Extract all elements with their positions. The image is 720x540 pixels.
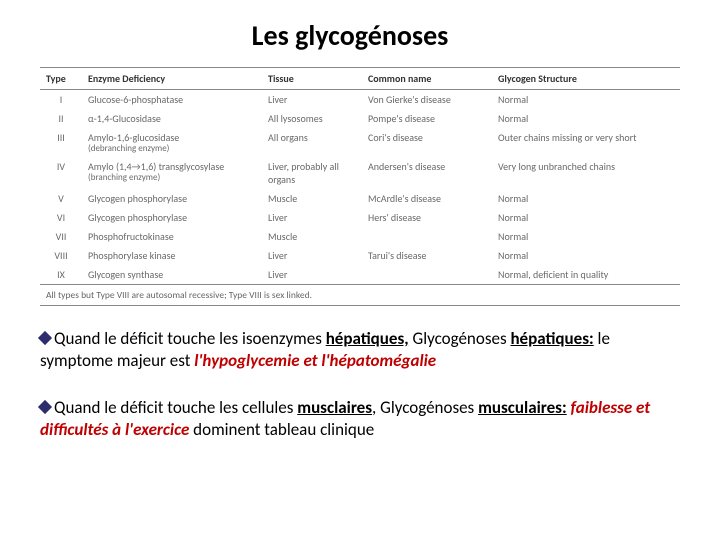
table-row: VGlycogen phosphorylaseMuscleMcArdle's d… xyxy=(40,189,680,208)
cell-type: III xyxy=(40,128,82,157)
col-glyc: Glycogen Structure xyxy=(492,68,680,90)
cell-tissue: Liver xyxy=(262,246,362,265)
cell-common: Hers' disease xyxy=(362,208,492,227)
cell-common: McArdle's disease xyxy=(362,189,492,208)
col-tissue: Tissue xyxy=(262,68,362,90)
cell-type: VI xyxy=(40,208,82,227)
cell-glycogen: Normal xyxy=(492,189,680,208)
cell-tissue: Muscle xyxy=(262,227,362,246)
cell-enzyme: Amylo-1,6-glucosidase(debranching enzyme… xyxy=(82,128,262,157)
diamond-icon xyxy=(38,331,52,345)
b2-kw1: musclaires xyxy=(297,397,372,418)
cell-tissue: Muscle xyxy=(262,189,362,208)
b2-post2: dominent tableau clinique xyxy=(189,419,374,440)
cell-enzyme: Glycogen phosphorylase xyxy=(82,208,262,227)
cell-enzyme: Glycogen synthase xyxy=(82,265,262,285)
cell-enzyme: Glucose-6-phosphatase xyxy=(82,90,262,110)
cell-glycogen: Normal xyxy=(492,246,680,265)
cell-common: Andersen's disease xyxy=(362,157,492,189)
cell-enzyme: Phosphofructokinase xyxy=(82,227,262,246)
cell-type: I xyxy=(40,90,82,110)
b2-mid: , Glycogénoses xyxy=(372,397,478,418)
cell-common: Pompe's disease xyxy=(362,109,492,128)
glycogenoses-table-wrap: Type Enzyme Deficiency Tissue Common nam… xyxy=(40,67,680,306)
b1-accent: l'hypoglycemie et l'hépatomégalie xyxy=(194,350,436,371)
cell-type: VIII xyxy=(40,246,82,265)
b1-pre: Quand le déficit touche les isoenzymes xyxy=(54,328,326,349)
cell-tissue: Liver xyxy=(262,265,362,285)
table-row: IXGlycogen synthaseLiver Normal, deficien… xyxy=(40,265,680,285)
b2-kw2: musculaires: xyxy=(478,397,567,418)
cell-tissue: Liver xyxy=(262,90,362,110)
cell-tissue: Liver xyxy=(262,208,362,227)
diamond-icon xyxy=(38,400,52,414)
cell-enzyme-sub: (branching enzyme) xyxy=(88,173,256,183)
cell-glycogen: Outer chains missing or very short xyxy=(492,128,680,157)
table-row: VIIIPhosphorylase kinaseLiverTarui's dis… xyxy=(40,246,680,265)
cell-common xyxy=(362,265,492,285)
bullet-hepatic: Quand le déficit touche les isoenzymes h… xyxy=(40,328,680,372)
cell-glycogen: Normal xyxy=(492,90,680,110)
glycogenoses-table: Type Enzyme Deficiency Tissue Common nam… xyxy=(40,67,680,306)
cell-tissue: Liver, probably all organs xyxy=(262,157,362,189)
table-row: IVAmylo (1,4→1,6) transglycosylase(branc… xyxy=(40,157,680,189)
cell-glycogen: Very long unbranched chains xyxy=(492,157,680,189)
col-type: Type xyxy=(40,68,82,90)
cell-glycogen: Normal xyxy=(492,208,680,227)
b2-pre: Quand le déficit touche les cellules xyxy=(54,397,297,418)
col-common: Common name xyxy=(362,68,492,90)
cell-glycogen: Normal, deficient in quality xyxy=(492,265,680,285)
table-row: IIIAmylo-1,6-glucosidase(debranching enz… xyxy=(40,128,680,157)
cell-type: IX xyxy=(40,265,82,285)
cell-enzyme: Glycogen phosphorylase xyxy=(82,189,262,208)
table-row: IGlucose-6-phosphataseLiverVon Gierke's … xyxy=(40,90,680,110)
cell-glycogen: Normal xyxy=(492,109,680,128)
cell-common: Cori's disease xyxy=(362,128,492,157)
cell-common: Tarui's disease xyxy=(362,246,492,265)
cell-type: VII xyxy=(40,227,82,246)
cell-enzyme: Phosphorylase kinase xyxy=(82,246,262,265)
b1-kw1: hépatiques, xyxy=(326,328,409,349)
b1-kw2: hépatiques: xyxy=(510,328,593,349)
table-footnote: All types but Type VIII are autosomal re… xyxy=(40,284,680,305)
table-row: VIGlycogen phosphorylaseLiverHers' disea… xyxy=(40,208,680,227)
cell-tissue: All lysosomes xyxy=(262,109,362,128)
cell-type: V xyxy=(40,189,82,208)
b1-mid: Glycogénoses xyxy=(409,328,511,349)
page-title: Les glycogénoses xyxy=(20,18,680,53)
bullets: Quand le déficit touche les isoenzymes h… xyxy=(40,328,680,441)
cell-enzyme-sub: (debranching enzyme) xyxy=(88,144,256,154)
cell-type: IV xyxy=(40,157,82,189)
table-row: IIα-1,4-GlucosidaseAll lysosomesPompe's … xyxy=(40,109,680,128)
cell-common xyxy=(362,227,492,246)
col-enzyme: Enzyme Deficiency xyxy=(82,68,262,90)
cell-enzyme: α-1,4-Glucosidase xyxy=(82,109,262,128)
cell-enzyme: Amylo (1,4→1,6) transglycosylase(branchi… xyxy=(82,157,262,189)
cell-type: II xyxy=(40,109,82,128)
cell-tissue: All organs xyxy=(262,128,362,157)
cell-glycogen: Normal xyxy=(492,227,680,246)
bullet-muscular: Quand le déficit touche les cellules mus… xyxy=(40,397,680,441)
cell-common: Von Gierke's disease xyxy=(362,90,492,110)
table-row: VIIPhosphofructokinaseMuscle Normal xyxy=(40,227,680,246)
